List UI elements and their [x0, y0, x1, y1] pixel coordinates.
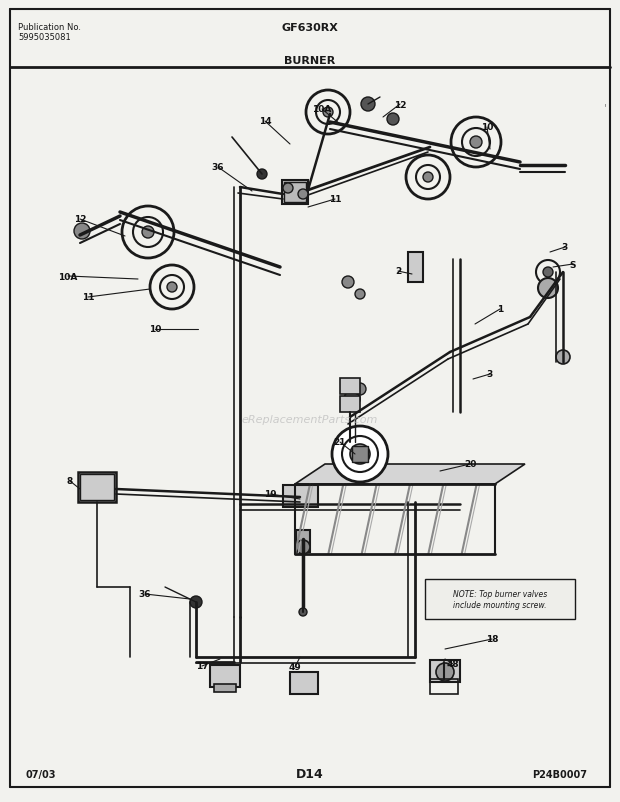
Text: BURNER: BURNER: [285, 56, 335, 66]
Bar: [290, 672, 318, 695]
Text: 10A: 10A: [312, 105, 332, 115]
Bar: [80, 475, 114, 500]
Bar: [283, 485, 318, 508]
Circle shape: [142, 227, 154, 239]
Circle shape: [387, 114, 399, 126]
Circle shape: [556, 350, 570, 365]
Text: 14: 14: [259, 117, 272, 127]
Circle shape: [298, 190, 308, 200]
Circle shape: [74, 224, 90, 240]
Text: 5995035081: 5995035081: [18, 33, 71, 42]
Circle shape: [543, 268, 553, 277]
Bar: [408, 253, 423, 282]
Text: GF630RX: GF630RX: [281, 23, 339, 33]
Bar: [210, 665, 240, 687]
Bar: [296, 530, 310, 553]
Circle shape: [167, 282, 177, 293]
Text: eReplacementParts.com: eReplacementParts.com: [242, 415, 378, 424]
Text: 21: 21: [334, 438, 346, 447]
Circle shape: [470, 137, 482, 149]
Bar: [214, 684, 236, 692]
Text: Publication No.: Publication No.: [18, 23, 81, 32]
Text: 11: 11: [82, 294, 94, 302]
Circle shape: [332, 427, 388, 482]
Circle shape: [323, 107, 333, 118]
Text: D14: D14: [296, 768, 324, 780]
Text: 1: 1: [497, 305, 503, 314]
Circle shape: [257, 170, 267, 180]
Text: 10: 10: [481, 124, 493, 132]
Bar: [430, 660, 460, 683]
Circle shape: [436, 663, 454, 681]
Text: 17: 17: [196, 662, 208, 670]
Text: 2: 2: [395, 267, 401, 276]
Bar: [425, 579, 575, 619]
Text: 3: 3: [487, 370, 493, 379]
Circle shape: [423, 172, 433, 183]
Text: 49: 49: [289, 662, 301, 671]
Circle shape: [355, 290, 365, 300]
Text: 36: 36: [139, 589, 151, 599]
Polygon shape: [295, 464, 525, 484]
Text: 48: 48: [446, 660, 459, 669]
Text: 07/03: 07/03: [25, 769, 56, 779]
Text: 12: 12: [74, 215, 86, 225]
Bar: [352, 447, 368, 463]
Circle shape: [350, 444, 370, 464]
Circle shape: [296, 541, 310, 554]
Text: P24B0007: P24B0007: [533, 769, 588, 779]
Circle shape: [342, 277, 354, 289]
Text: 10A: 10A: [58, 272, 78, 282]
Bar: [78, 472, 116, 502]
Circle shape: [283, 184, 293, 194]
Text: 18: 18: [485, 634, 498, 644]
Bar: [340, 396, 360, 412]
Circle shape: [299, 608, 307, 616]
Bar: [284, 183, 306, 203]
Circle shape: [538, 278, 558, 298]
Text: 8: 8: [67, 477, 73, 486]
Circle shape: [190, 596, 202, 608]
Text: NOTE: Top burner valves
include mounting screw.: NOTE: Top burner valves include mounting…: [453, 589, 547, 609]
Circle shape: [361, 98, 375, 111]
Bar: [340, 379, 360, 395]
Circle shape: [344, 391, 360, 407]
Text: 20: 20: [464, 460, 476, 469]
Text: 10: 10: [149, 325, 161, 334]
Text: 11: 11: [329, 195, 341, 205]
Circle shape: [354, 383, 366, 395]
Text: S: S: [570, 260, 576, 269]
Bar: [282, 180, 308, 205]
Text: 36: 36: [212, 164, 224, 172]
Text: ': ': [603, 103, 606, 113]
Text: 12: 12: [394, 100, 406, 109]
Bar: [430, 679, 458, 695]
Text: 3: 3: [562, 243, 568, 252]
Text: 19: 19: [264, 490, 277, 499]
